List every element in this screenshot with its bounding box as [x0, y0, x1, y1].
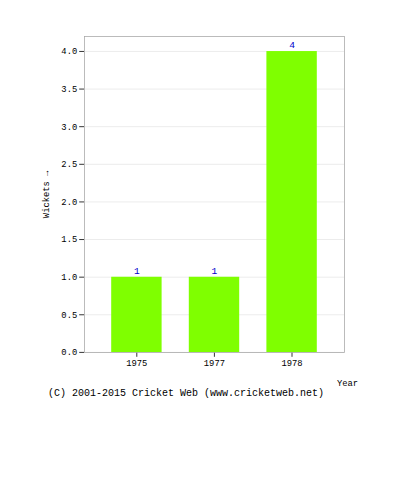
svg-text:1: 1: [212, 266, 218, 277]
svg-text:Year: Year: [337, 379, 358, 388]
svg-text:0.5: 0.5: [61, 311, 77, 321]
svg-text:3.0: 3.0: [61, 123, 77, 133]
svg-text:1975: 1975: [126, 359, 147, 369]
svg-text:1977: 1977: [204, 359, 225, 369]
svg-text:4: 4: [289, 40, 295, 51]
html-text:(C) 2001-2015 Cricket Web (www: (C) 2001-2015 Cricket Web (www.cricketwe…: [48, 388, 324, 399]
svg-text:2.0: 2.0: [61, 198, 77, 208]
svg-text:4.0: 4.0: [61, 47, 77, 57]
svg-text:3.5: 3.5: [61, 85, 77, 95]
svg-text:1.5: 1.5: [61, 235, 77, 245]
svg-text:0.0: 0.0: [61, 348, 77, 358]
svg-text:2.5: 2.5: [61, 160, 77, 170]
svg-text:1.0: 1.0: [61, 273, 77, 283]
svg-text:Wickets →: Wickets →: [42, 170, 52, 218]
svg-text:1: 1: [134, 266, 140, 277]
svg-text:1978: 1978: [281, 359, 302, 369]
